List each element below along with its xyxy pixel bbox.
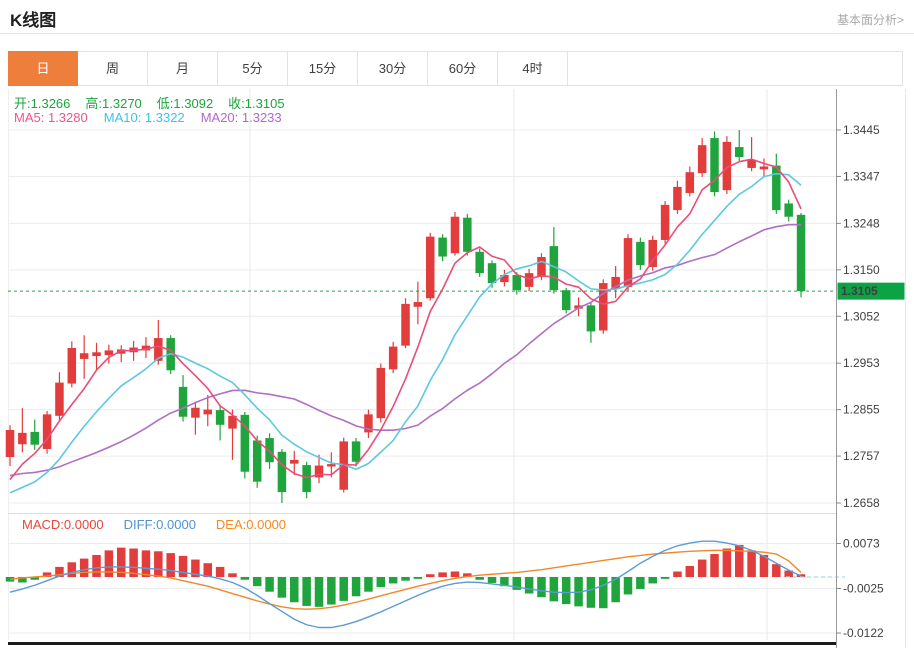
- readout-ma5: MA5: 1.3280: [14, 110, 88, 125]
- axis-tick-label: -0.0025: [843, 581, 884, 595]
- axis-tick-label: 1.2757: [843, 449, 880, 463]
- axis-tick-label: 1.3248: [843, 216, 880, 230]
- title-divider: [0, 33, 914, 34]
- tab-4hour[interactable]: 4时: [498, 51, 568, 86]
- page-title: K线图: [10, 11, 57, 30]
- tab-60min[interactable]: 60分: [428, 51, 498, 86]
- axis-tick-label: 1.3150: [843, 263, 880, 277]
- readout-open: 开:1.3266: [14, 96, 71, 111]
- axis-tick-label: 1.2855: [843, 403, 880, 417]
- ma-readout: MA5: 1.3280 MA10: 1.3322 MA20: 1.3233: [14, 110, 282, 125]
- axis-tick-label: 0.0073: [843, 536, 880, 550]
- tab-5min[interactable]: 5分: [218, 51, 288, 86]
- macd-readout: MACD:0.0000 DIFF:0.0000 DEA:0.0000: [22, 517, 286, 532]
- ohlc-readout: 开:1.3266 高:1.3270 低:1.3092 收:1.3105: [14, 93, 285, 112]
- fundamental-analysis-link[interactable]: 基本面分析>: [836, 13, 904, 27]
- axis-tick-label: 1.2658: [843, 496, 880, 510]
- ma5-line: [9, 158, 802, 481]
- ma10-line: [9, 172, 802, 494]
- tab-month[interactable]: 月: [148, 51, 218, 86]
- tab-15min[interactable]: 15分: [288, 51, 358, 86]
- readout-macd: MACD:0.0000: [22, 517, 104, 532]
- readout-diff: DIFF:0.0000: [123, 517, 196, 532]
- tabbar-filler: [568, 51, 903, 86]
- tab-day[interactable]: 日: [8, 51, 78, 86]
- axis-tick-label: -0.0122: [843, 626, 884, 640]
- readout-high: 高:1.3270: [85, 96, 142, 111]
- chart-plot-area[interactable]: [8, 89, 836, 640]
- tab-30min[interactable]: 30分: [358, 51, 428, 86]
- readout-dea: DEA:0.0000: [215, 517, 287, 532]
- readout-ma10: MA10: 1.3322: [103, 110, 185, 125]
- readout-low: 低:1.3092: [156, 96, 214, 111]
- current-price-label: 1.3105: [841, 284, 878, 298]
- axis-tick-label: 1.3347: [843, 169, 880, 183]
- readout-ma20: MA20: 1.3233: [200, 110, 282, 125]
- current-price-marker: [837, 282, 905, 300]
- axis-tick-label: 1.3052: [843, 309, 880, 323]
- ma20-line: [9, 223, 802, 477]
- period-tabbar: 日 周 月 5分 15分 30分 60分 4时: [8, 51, 903, 86]
- readout-close: 收:1.3105: [228, 96, 285, 111]
- axis-tick-label: 1.3445: [843, 123, 880, 137]
- tab-week[interactable]: 周: [78, 51, 148, 86]
- axis-tick-label: 1.2953: [843, 356, 880, 370]
